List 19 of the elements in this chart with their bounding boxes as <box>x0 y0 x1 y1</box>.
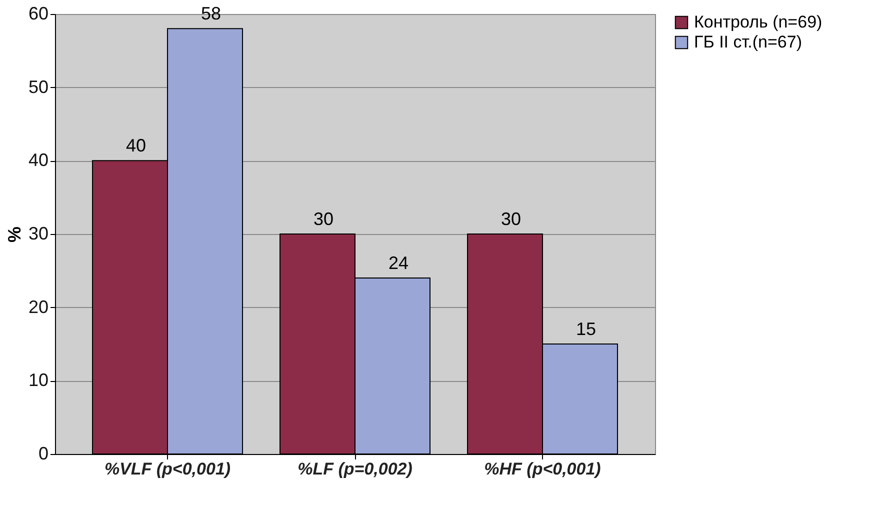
data-label: 40 <box>126 136 146 156</box>
y-axis-title: % <box>4 226 24 243</box>
legend-label: Контроль (n=69) <box>694 12 822 32</box>
y-tick-label: 50 <box>28 76 48 97</box>
data-label: 15 <box>576 319 596 339</box>
y-tick-label: 60 <box>28 4 48 24</box>
y-tick-label: 10 <box>28 370 48 390</box>
y-tick-label: 20 <box>28 296 48 317</box>
data-label: 24 <box>388 253 409 273</box>
data-label: 30 <box>313 209 334 229</box>
x-tick-label: %LF (p=0,002) <box>298 460 413 478</box>
legend-label: ГБ II ст.(n=67) <box>694 32 802 52</box>
data-label: 58 <box>200 4 222 24</box>
data-label: 30 <box>500 209 522 229</box>
y-tick-label: 0 <box>38 444 48 464</box>
x-tick-label: %HF (p<0,001) <box>484 460 602 478</box>
y-tick-label: 30 <box>28 224 48 244</box>
x-tick-label: %VLF (p<0,001) <box>104 460 231 478</box>
y-tick-label: 40 <box>28 150 48 170</box>
